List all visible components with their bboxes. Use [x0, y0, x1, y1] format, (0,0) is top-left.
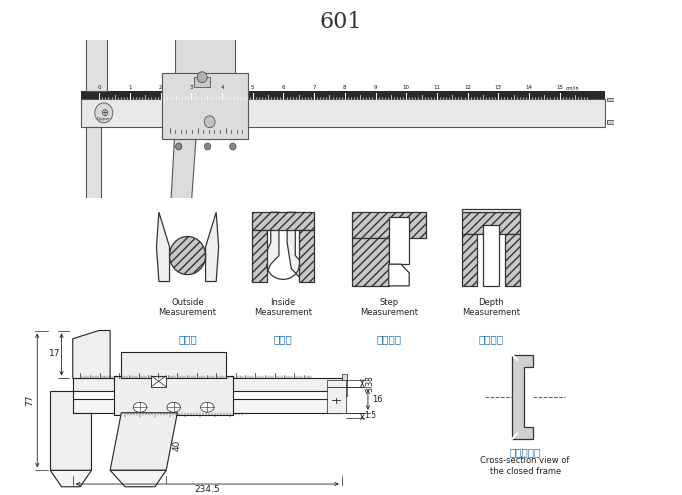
Bar: [73, 399, 342, 413]
Circle shape: [201, 402, 214, 412]
Text: Depth
Measurement: Depth Measurement: [462, 297, 520, 317]
Polygon shape: [121, 352, 226, 379]
Bar: [505, 234, 520, 286]
Bar: [462, 234, 477, 286]
Bar: [389, 217, 409, 264]
Text: 15: 15: [556, 85, 563, 90]
Text: ⊕: ⊕: [100, 108, 108, 118]
Bar: [327, 387, 346, 413]
Text: Outside
Measurement: Outside Measurement: [158, 297, 217, 317]
Text: 9: 9: [374, 85, 377, 90]
Circle shape: [197, 72, 207, 83]
Text: 尺框截面图: 尺框截面图: [509, 447, 541, 457]
Text: 13: 13: [494, 85, 502, 90]
Text: 3: 3: [190, 85, 193, 90]
Text: 4: 4: [220, 85, 224, 90]
Bar: [81, 99, 605, 127]
Text: 234.5: 234.5: [194, 485, 220, 494]
Bar: [252, 230, 267, 282]
Bar: [114, 376, 233, 415]
Text: 深度测量: 深度测量: [479, 335, 503, 345]
Bar: [606, 120, 617, 124]
Text: 14: 14: [525, 85, 533, 90]
Polygon shape: [252, 212, 279, 282]
Bar: [252, 212, 314, 230]
Polygon shape: [175, 37, 235, 91]
Text: 11: 11: [433, 85, 441, 90]
Text: Step
Measurement: Step Measurement: [359, 297, 418, 317]
Text: 0: 0: [98, 85, 101, 90]
Bar: [352, 212, 426, 238]
Text: 外测量: 外测量: [178, 335, 197, 345]
Polygon shape: [287, 212, 312, 282]
Bar: [81, 91, 605, 99]
Text: 内测量: 内测量: [273, 335, 293, 345]
Polygon shape: [512, 355, 533, 439]
Bar: [73, 379, 342, 391]
Polygon shape: [50, 391, 91, 470]
Bar: [462, 212, 520, 234]
Polygon shape: [86, 32, 106, 91]
Polygon shape: [156, 212, 170, 282]
Circle shape: [95, 103, 113, 123]
Text: 40: 40: [173, 440, 182, 451]
Text: 1.5: 1.5: [364, 411, 376, 420]
Text: 10: 10: [402, 85, 410, 90]
Text: Dipper: Dipper: [97, 117, 110, 121]
Polygon shape: [73, 331, 110, 379]
Text: 5: 5: [251, 85, 254, 90]
Polygon shape: [168, 127, 197, 255]
Bar: [483, 225, 499, 286]
Bar: [462, 209, 520, 212]
Polygon shape: [110, 470, 166, 487]
Text: 3.38: 3.38: [366, 375, 374, 392]
Text: 6: 6: [282, 85, 285, 90]
Circle shape: [133, 402, 147, 412]
Text: Inside
Measurement: Inside Measurement: [254, 297, 312, 317]
Text: 2: 2: [159, 85, 162, 90]
Bar: [327, 380, 346, 387]
Text: Cross-section view of
the closed frame: Cross-section view of the closed frame: [480, 456, 570, 476]
Circle shape: [205, 143, 211, 150]
Text: 77: 77: [25, 395, 34, 406]
Text: 12: 12: [464, 85, 471, 90]
Text: 7: 7: [312, 85, 316, 90]
Bar: [162, 73, 248, 139]
Circle shape: [167, 402, 180, 412]
Bar: [606, 98, 614, 101]
Text: 601: 601: [320, 11, 362, 33]
Text: 台阶测量: 台阶测量: [376, 335, 401, 345]
Polygon shape: [205, 212, 219, 282]
Polygon shape: [50, 470, 91, 487]
Bar: [151, 376, 166, 387]
Text: 8: 8: [343, 85, 346, 90]
Text: cm/in: cm/in: [565, 85, 579, 90]
Polygon shape: [86, 127, 101, 255]
Circle shape: [230, 143, 236, 150]
Circle shape: [175, 143, 182, 150]
Polygon shape: [110, 413, 177, 470]
Polygon shape: [389, 264, 409, 286]
Text: 1: 1: [128, 85, 132, 90]
Bar: [342, 374, 347, 396]
Bar: [194, 77, 210, 87]
Bar: [352, 238, 389, 286]
Circle shape: [170, 237, 205, 275]
Text: 16: 16: [372, 395, 383, 403]
Text: 17: 17: [49, 349, 61, 358]
Circle shape: [204, 116, 215, 128]
Bar: [299, 230, 314, 282]
